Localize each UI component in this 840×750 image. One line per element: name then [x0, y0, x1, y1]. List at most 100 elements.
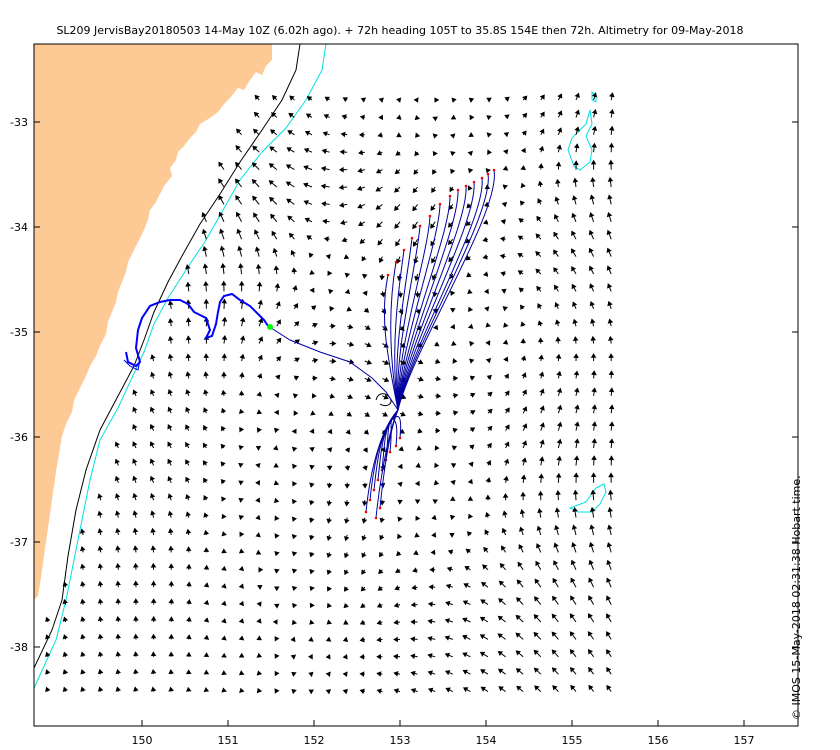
current-arrowhead	[255, 549, 262, 555]
current-arrowhead	[115, 615, 122, 621]
current-arrowhead	[203, 529, 210, 535]
current-arrowhead	[480, 669, 486, 675]
island-feature-south	[568, 483, 607, 513]
current-arrowhead	[115, 633, 122, 639]
current-arrowhead	[394, 187, 400, 193]
current-arrowhead	[536, 215, 542, 222]
current-arrowhead	[379, 275, 385, 281]
trajectory-endpoint	[374, 516, 378, 520]
current-arrowhead	[537, 320, 544, 326]
longitude-tick-label: 154	[476, 734, 497, 747]
current-arrowhead	[607, 335, 614, 341]
current-arrowhead	[504, 96, 510, 102]
current-arrowhead	[348, 324, 354, 330]
current-arrowhead	[238, 445, 244, 451]
current-arrowhead	[569, 667, 576, 673]
current-arrowhead	[115, 651, 122, 657]
current-arrowhead	[270, 112, 277, 118]
current-arrowhead	[515, 668, 522, 674]
current-arrowhead	[167, 493, 173, 499]
current-arrowhead	[555, 161, 562, 167]
current-arrowhead	[256, 391, 262, 397]
current-arrowhead	[486, 374, 492, 381]
current-arrowhead	[591, 421, 598, 427]
current-arrowhead	[450, 496, 456, 501]
current-arrowhead	[219, 228, 225, 234]
current-arrowhead	[238, 480, 244, 486]
current-arrowhead	[396, 132, 402, 138]
current-arrowhead	[483, 546, 489, 553]
current-arrowhead	[589, 283, 595, 289]
current-arrowhead	[238, 263, 244, 269]
current-arrowhead	[588, 577, 594, 583]
trajectory-line-south	[379, 409, 399, 509]
current-arrowhead	[221, 531, 227, 537]
current-arrowhead	[238, 635, 245, 641]
current-arrowhead	[221, 389, 227, 395]
current-arrowhead	[502, 165, 509, 171]
current-arrowhead	[607, 507, 613, 513]
trajectory-line-north	[390, 261, 399, 411]
current-arrowhead	[292, 393, 299, 399]
current-arrowhead	[590, 335, 597, 341]
current-arrowhead	[608, 421, 615, 427]
current-arrowhead	[168, 528, 174, 534]
current-arrowhead	[413, 241, 418, 247]
current-arrowhead	[221, 425, 226, 432]
current-arrowhead	[328, 410, 334, 416]
current-arrowhead	[501, 545, 506, 551]
trajectory-endpoint	[394, 260, 398, 264]
current-arrowhead	[521, 440, 528, 446]
current-arrowhead	[537, 198, 543, 204]
current-arrowhead	[344, 288, 351, 295]
trajectory-endpoint	[386, 273, 390, 277]
current-arrowhead	[482, 219, 489, 225]
current-arrowhead	[366, 376, 372, 383]
trajectory-line-north	[397, 189, 459, 411]
current-arrowhead	[320, 183, 326, 190]
latitude-tick-label: -35	[10, 326, 28, 339]
current-arrowhead	[500, 271, 506, 277]
current-arrowhead	[221, 618, 227, 624]
current-arrowhead	[557, 127, 563, 133]
current-arrowhead	[273, 409, 279, 416]
current-arrowhead	[344, 484, 351, 489]
current-arrowhead	[150, 686, 157, 692]
current-arrowhead	[325, 636, 332, 642]
current-arrowhead	[292, 602, 298, 609]
current-vectors	[45, 92, 615, 695]
current-arrowhead	[574, 109, 580, 115]
current-arrowhead	[467, 185, 473, 191]
current-arrowhead	[450, 307, 456, 313]
current-arrowhead	[340, 219, 346, 226]
current-arrowhead	[344, 569, 349, 576]
current-arrowhead	[556, 421, 563, 427]
current-arrowhead	[591, 92, 598, 98]
current-arrowhead	[453, 410, 459, 416]
current-arrowhead	[255, 462, 261, 469]
current-arrowhead	[504, 441, 510, 447]
current-arrowhead	[167, 424, 173, 430]
current-arrowhead	[45, 634, 51, 640]
current-arrowhead	[497, 651, 504, 657]
current-arrowhead	[221, 316, 228, 322]
current-arrowhead	[150, 633, 157, 639]
current-arrowhead	[309, 602, 315, 609]
current-arrowhead	[97, 616, 104, 622]
current-arrowhead	[429, 566, 435, 573]
current-arrowhead	[504, 424, 510, 430]
current-arrowhead	[463, 583, 469, 589]
current-arrowhead	[503, 475, 509, 481]
current-arrowhead	[132, 562, 139, 568]
current-arrowhead	[591, 370, 597, 376]
current-arrowhead	[539, 128, 545, 135]
current-arrowhead	[218, 194, 224, 201]
current-arrowhead	[517, 253, 523, 258]
current-arrowhead	[150, 615, 157, 621]
current-arrowhead	[275, 356, 282, 362]
current-arrowhead	[293, 410, 299, 416]
current-arrowhead	[378, 551, 384, 558]
longitude-tick-label: 153	[390, 734, 411, 747]
current-arrowhead	[450, 514, 456, 521]
current-arrowhead	[418, 376, 424, 382]
